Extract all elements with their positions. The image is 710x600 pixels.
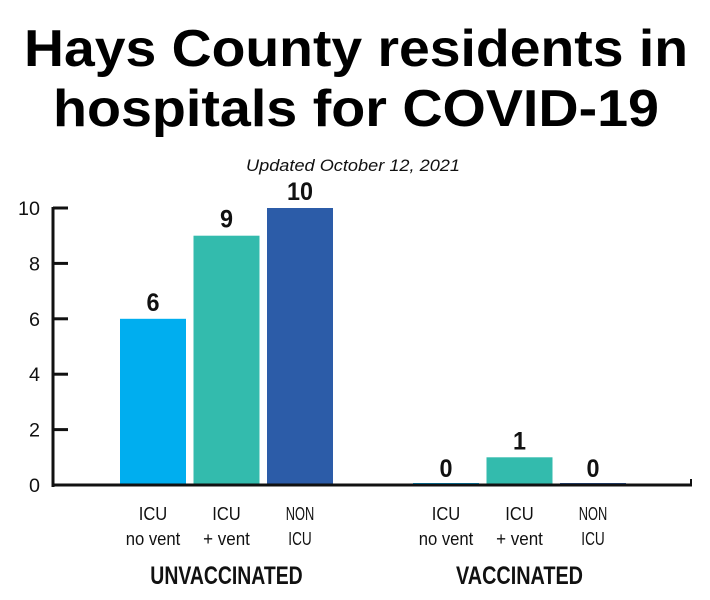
x-category-label-line-2: no vent [126, 529, 181, 549]
x-category-label-line-2: + vent [496, 529, 543, 549]
chart-title-line-2: hospitals for COVID-19 [53, 80, 659, 138]
bar [486, 457, 553, 485]
x-group-label: VACCINATED [456, 562, 583, 590]
x-category-label-line-1: NON [286, 504, 315, 524]
bar-value-label: 10 [287, 178, 313, 206]
bar [267, 208, 333, 485]
bar-value-label: 9 [220, 206, 233, 234]
y-tick-label: 8 [29, 254, 40, 275]
x-category-label-line-1: ICU [432, 504, 461, 524]
y-tick-label: 2 [29, 421, 40, 442]
bar [193, 235, 260, 485]
bar-value-label: 6 [147, 289, 160, 317]
x-category-label-line-1: ICU [212, 504, 241, 524]
y-tick-label: 4 [29, 365, 40, 386]
x-category-label-line-2: + vent [203, 529, 250, 549]
y-tick-label: 6 [29, 310, 40, 331]
chart-title-line-1: Hays County residents in [24, 20, 688, 78]
bar-value-label: 0 [440, 455, 453, 483]
y-tick-label: 10 [18, 199, 40, 220]
y-tick-label: 0 [29, 476, 40, 497]
chart-subtitle: Updated October 12, 2021 [246, 156, 460, 175]
x-category-label-line-2: ICU [581, 529, 604, 549]
bar-value-label: 1 [513, 427, 526, 455]
x-category-label-line-1: ICU [139, 504, 168, 524]
bar [120, 318, 186, 485]
x-category-label-line-2: no vent [419, 529, 474, 549]
bar-value-label: 0 [587, 455, 600, 483]
x-category-label-line-1: NON [579, 504, 608, 524]
x-category-label-line-1: ICU [505, 504, 534, 524]
x-category-label-line-2: ICU [288, 529, 311, 549]
x-group-label: UNVACCINATED [150, 562, 302, 590]
